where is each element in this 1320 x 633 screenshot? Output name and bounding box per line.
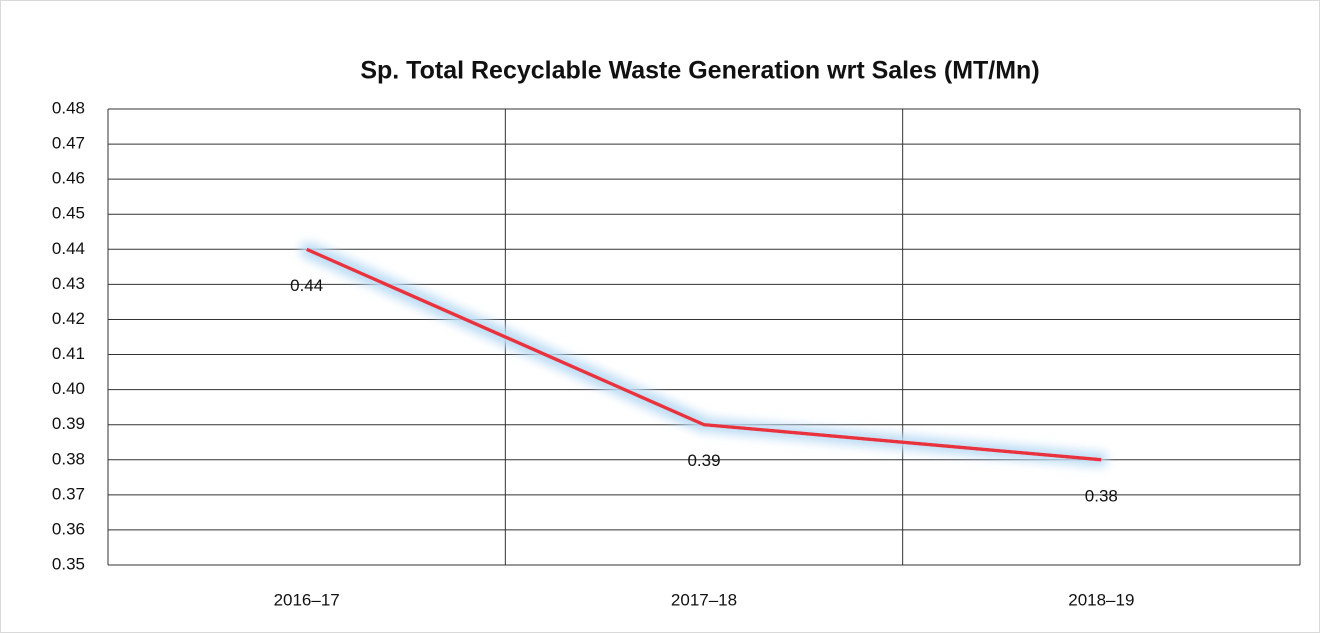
y-tick-label: 0.36 xyxy=(52,519,85,538)
y-tick-label: 0.40 xyxy=(52,379,85,398)
data-label: 0.39 xyxy=(687,451,720,470)
y-tick-label: 0.44 xyxy=(52,239,85,258)
data-label: 0.38 xyxy=(1085,486,1118,505)
y-tick-label: 0.42 xyxy=(52,309,85,328)
x-tick-label: 2018–19 xyxy=(1068,590,1134,609)
data-line xyxy=(305,247,1102,462)
y-tick-label: 0.46 xyxy=(52,169,85,188)
data-label: 0.44 xyxy=(290,276,323,295)
y-tick-label: 0.43 xyxy=(52,274,85,293)
y-tick-label: 0.48 xyxy=(52,98,85,117)
y-tick-label: 0.45 xyxy=(52,204,85,223)
y-tick-label: 0.39 xyxy=(52,414,85,433)
y-tick-label: 0.41 xyxy=(52,344,85,363)
y-tick-label: 0.37 xyxy=(52,484,85,503)
y-tick-label: 0.38 xyxy=(52,449,85,468)
chart-title: Sp. Total Recyclable Waste Generation wr… xyxy=(360,57,1039,85)
x-tick-label: 2017–18 xyxy=(671,590,737,609)
x-tick-label: 2016–17 xyxy=(274,590,340,609)
y-tick-label: 0.35 xyxy=(52,554,85,573)
y-tick-label: 0.47 xyxy=(52,134,85,153)
